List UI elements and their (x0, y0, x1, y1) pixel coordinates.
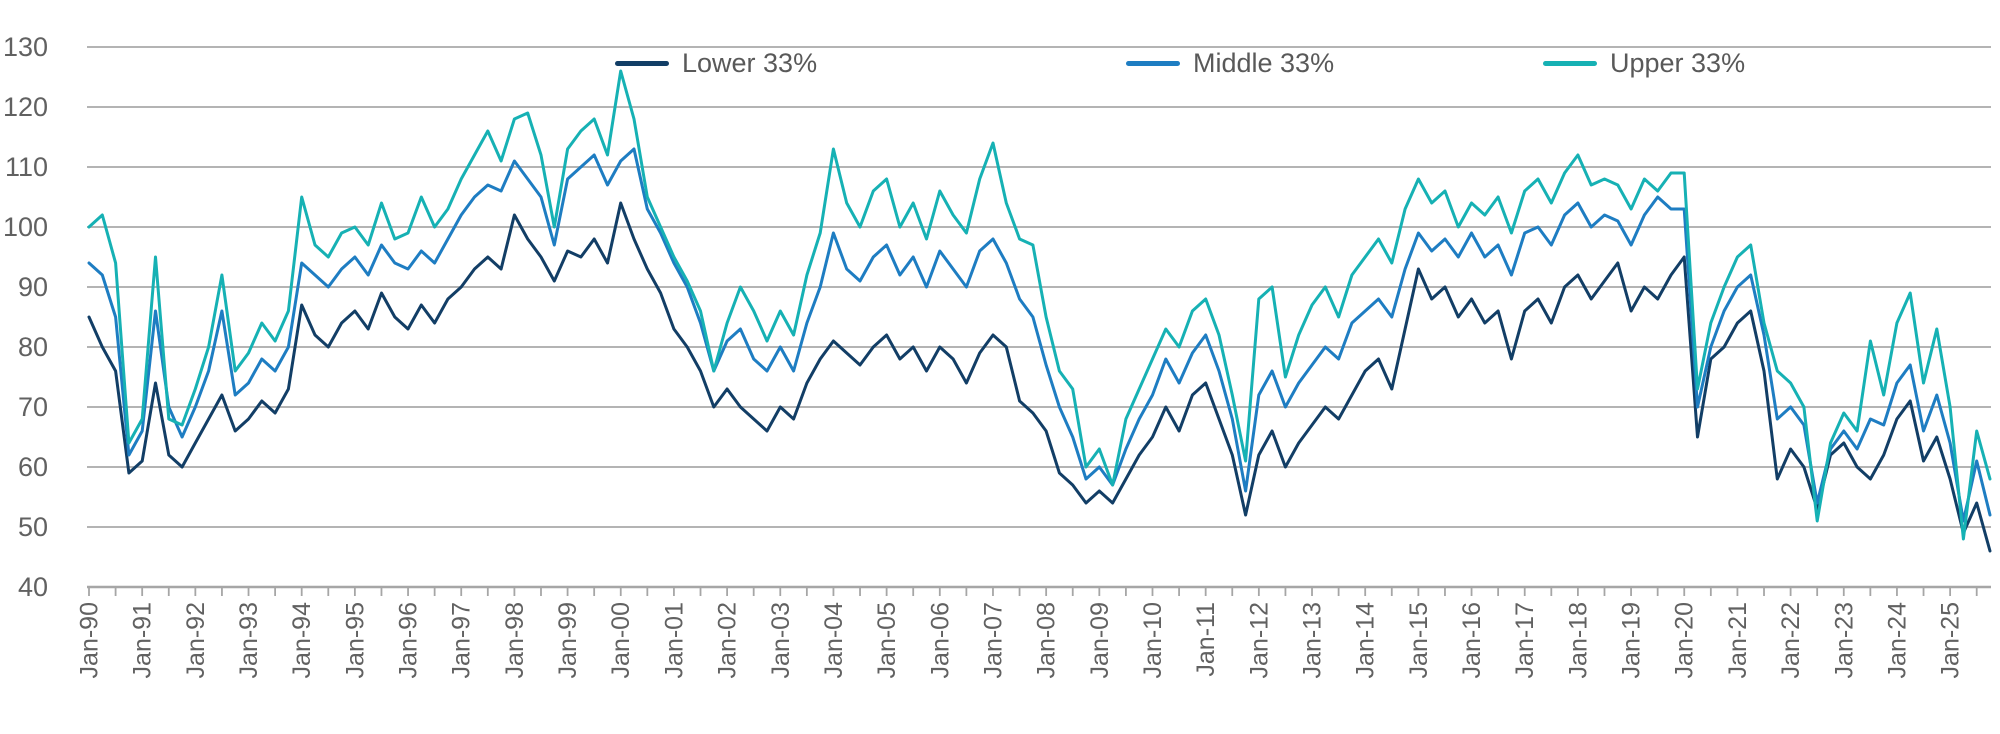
x-axis-label: Jan-05 (873, 602, 901, 678)
y-axis-label: 50 (18, 512, 48, 542)
y-axis-label: 100 (3, 212, 48, 242)
x-axis-label: Jan-99 (554, 602, 582, 678)
x-axis-label: Jan-15 (1405, 602, 1433, 678)
x-axis-label: Jan-04 (820, 602, 848, 679)
x-axis: Jan-90 Jan-91 Jan-92 Jan-93 Jan-94 Jan-95 Jan-… (76, 587, 1978, 679)
x-axis-label: Jan-22 (1777, 602, 1805, 678)
legend-item-upper-33: Upper 33% (1543, 47, 1745, 79)
x-axis-label: Jan-21 (1724, 602, 1752, 678)
series-line-lower-33- (87, 201, 1992, 553)
x-axis-label: Jan-18 (1564, 602, 1592, 678)
y-axis-label: 110 (5, 152, 48, 182)
y-grid (87, 46, 1991, 589)
legend-label-upper-33: Upper 33% (1610, 47, 1746, 78)
x-axis-label: Jan-23 (1830, 602, 1858, 678)
y-axis-label: 90 (18, 272, 48, 302)
x-axis-label: Jan-03 (767, 602, 795, 678)
x-axis-label: Jan-20 (1671, 602, 1699, 678)
legend-label-middle-33: Middle 33% (1193, 47, 1335, 78)
x-axis-label: Jan-02 (714, 602, 742, 678)
y-axis-label: 130 (3, 32, 48, 62)
x-axis-label: Jan-94 (288, 602, 316, 679)
x-axis-label: Jan-91 (129, 602, 157, 678)
x-axis-label: Jan-95 (341, 602, 369, 678)
y-axis-label: 120 (3, 92, 48, 122)
y-axis-label: 70 (18, 392, 48, 422)
x-axis-label: Jan-08 (1033, 602, 1061, 678)
x-axis-label: Jan-11 (1192, 602, 1220, 677)
legend-swatch-middle-33 (1126, 60, 1180, 66)
legend-item-middle-33: Middle 33% (1126, 47, 1334, 79)
x-axis-label: Jan-16 (1458, 602, 1486, 678)
y-axis-label: 80 (18, 332, 48, 362)
series-line-middle-33- (87, 147, 1992, 523)
y-axis-label: 40 (18, 572, 48, 602)
legend-swatch-lower-33 (615, 60, 669, 66)
x-axis-label: Jan-90 (76, 602, 104, 678)
x-axis-label: Jan-14 (1352, 602, 1380, 679)
legend-swatch-upper-33 (1543, 60, 1597, 66)
series-line-upper-33- (87, 69, 1992, 541)
x-axis-label: Jan-96 (395, 602, 423, 678)
x-axis-label: Jan-00 (607, 602, 635, 678)
x-axis-label: Jan-92 (182, 602, 210, 678)
x-axis-label: Jan-98 (501, 602, 529, 678)
x-axis-label: Jan-17 (1511, 602, 1539, 678)
x-axis-label: Jan-10 (1139, 602, 1167, 678)
x-axis-label: Jan-19 (1618, 602, 1646, 678)
legend-item-lower-33: Lower 33% (615, 47, 817, 79)
x-axis-label: Jan-01 (660, 602, 688, 678)
x-axis-label: Jan-09 (1086, 602, 1114, 678)
x-axis-label: Jan-13 (1299, 602, 1327, 678)
x-axis-label: Jan-25 (1937, 602, 1965, 678)
x-axis-label: Jan-12 (1245, 602, 1273, 678)
x-axis-label: Jan-93 (235, 602, 263, 678)
x-axis-label: Jan-97 (448, 602, 476, 678)
x-axis-label: Jan-24 (1883, 602, 1911, 679)
x-axis-label: Jan-07 (979, 602, 1007, 678)
x-axis-label: Jan-06 (926, 602, 954, 678)
y-axis-label: 60 (18, 452, 48, 482)
legend-label-lower-33: Lower 33% (682, 47, 818, 78)
y-axis: 130 120 110 100 90 80 70 60 50 40 (3, 32, 48, 602)
